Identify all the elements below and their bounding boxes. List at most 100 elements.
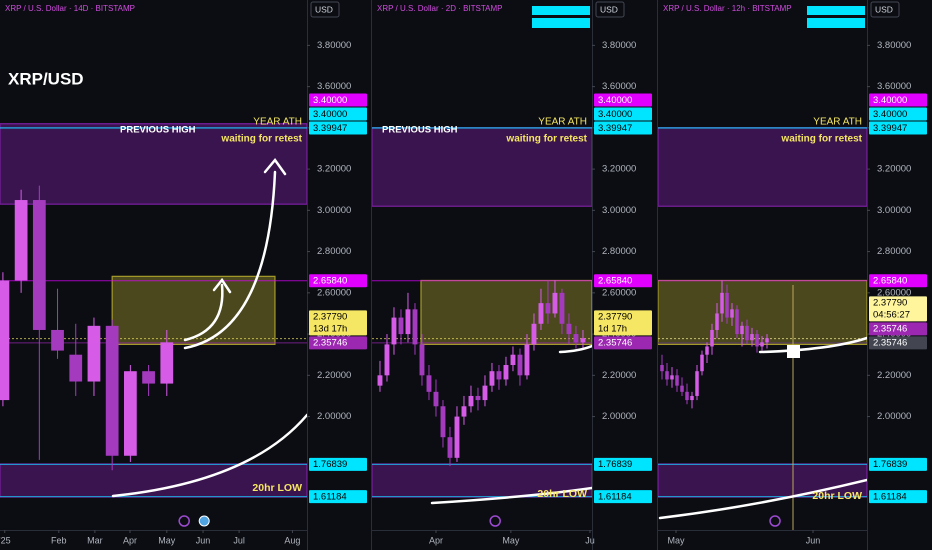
candle-body [405, 309, 411, 335]
candle-body [566, 323, 572, 335]
price-label-box [309, 457, 367, 471]
symbol-title: XRP/USD [8, 69, 84, 88]
x-tick-label: Feb [51, 535, 67, 545]
x-tick-label: Apr [429, 535, 443, 545]
candle-body [675, 375, 679, 386]
candle-body [482, 385, 488, 401]
price-label: 3.39947 [598, 123, 632, 134]
zone [658, 279, 867, 345]
price-label-box [594, 274, 652, 288]
candle-body [705, 346, 709, 355]
x-tick-label: May [158, 535, 176, 545]
price-label-box [309, 336, 367, 350]
panel-header: XRP / U.S. Dollar · 12h · BITSTAMP [663, 4, 792, 13]
price-label-box [594, 457, 652, 471]
y-tick-label: 2.80000 [602, 246, 636, 257]
x-tick-label: Jun [806, 535, 821, 545]
price-label: 2.35746 [873, 338, 907, 349]
retest-annotation: waiting for retest [505, 134, 587, 145]
x-tick-label: Jun [196, 535, 211, 545]
plot-area [0, 123, 307, 498]
price-label: 3.40000 [598, 109, 632, 120]
candle-body [552, 292, 558, 314]
chart-panel: XRP / U.S. Dollar · 12h · BITSTAMP YEAR A… [657, 0, 932, 550]
currency-label: USD [600, 4, 618, 14]
price-label-box [309, 310, 367, 336]
candle-body [545, 303, 551, 314]
x-tick-label: May [502, 535, 520, 545]
price-label-box [309, 107, 367, 121]
footer-icon [178, 515, 190, 527]
candle-body [433, 391, 439, 407]
zone [372, 127, 592, 207]
candle-body [559, 292, 565, 324]
footer-icon [769, 515, 781, 527]
chart-panel: XRP / U.S. Dollar · 2D · BITSTAMP YEAR AT… [371, 0, 658, 550]
price-label-box [309, 274, 367, 288]
candle-body [384, 344, 390, 376]
y-tick-label: 2.60000 [602, 287, 636, 298]
zone [0, 123, 307, 205]
low-annotation: 20hr LOW [537, 488, 587, 500]
price-label: 1.76839 [313, 459, 347, 470]
y-tick-label: 3.80000 [877, 40, 911, 51]
candle-body [755, 334, 759, 347]
price-label-box [869, 322, 927, 336]
retest-annotation: waiting for retest [220, 134, 302, 145]
candle-body [468, 395, 474, 407]
candle-body [496, 371, 502, 380]
candle-body [510, 354, 516, 366]
candle-body [51, 329, 64, 351]
currency-label: USD [875, 4, 893, 14]
zone [420, 279, 592, 345]
y-tick-label: 3.60000 [877, 81, 911, 92]
candle-body [440, 406, 446, 438]
price-label: 2.37790 [873, 298, 907, 309]
price-label: 1.61184 [598, 491, 632, 502]
candle-body [0, 280, 10, 401]
candle-body [14, 200, 28, 281]
candle-body [391, 317, 397, 345]
price-label: 2.65840 [873, 276, 907, 287]
ath-annotation: YEAR ATH [253, 117, 302, 128]
price-label-box [869, 107, 927, 121]
price-label-countdown: 1d 17h [598, 323, 627, 334]
price-label-box [869, 336, 927, 350]
price-label-box [594, 107, 652, 121]
candle-body [580, 338, 586, 343]
price-label-box [869, 274, 927, 288]
candle-body [412, 309, 418, 345]
price-label: 2.35746 [598, 338, 632, 349]
price-label-box [869, 296, 927, 322]
y-tick-label: 3.00000 [602, 205, 636, 216]
price-label: 3.40000 [313, 109, 347, 120]
chart-panel: XRP / U.S. Dollar · 14D · BITSTAMP XRP/US… [0, 0, 372, 550]
candle-body [740, 325, 744, 335]
ath-annotation: YEAR ATH [813, 117, 862, 128]
price-label: 2.35746 [873, 324, 907, 335]
y-tick-label: 2.80000 [877, 246, 911, 257]
x-tick-label: '25 [0, 535, 11, 545]
candle-body [124, 371, 137, 456]
candle-body [398, 317, 404, 335]
candle-body [419, 344, 425, 376]
price-label: 3.40000 [873, 95, 907, 106]
price-label: 2.35746 [313, 338, 347, 349]
ath-annotation: YEAR ATH [538, 117, 587, 128]
drawing-curve [430, 486, 592, 505]
price-label-countdown: 13d 17h [313, 323, 347, 334]
candle-body [69, 354, 83, 382]
currency-box [870, 1, 900, 18]
candle-body [105, 325, 119, 456]
price-label-box [869, 457, 927, 471]
y-tick-label: 2.20000 [602, 370, 636, 381]
price-label: 3.40000 [598, 95, 632, 106]
candle-body [517, 354, 523, 376]
y-tick-label: 2.20000 [877, 370, 911, 381]
drawing-curve [558, 344, 592, 354]
y-tick-label: 3.80000 [602, 40, 636, 51]
candle-body [524, 344, 530, 376]
drawing-curve [758, 336, 867, 354]
x-tick-label: Apr [123, 535, 137, 545]
